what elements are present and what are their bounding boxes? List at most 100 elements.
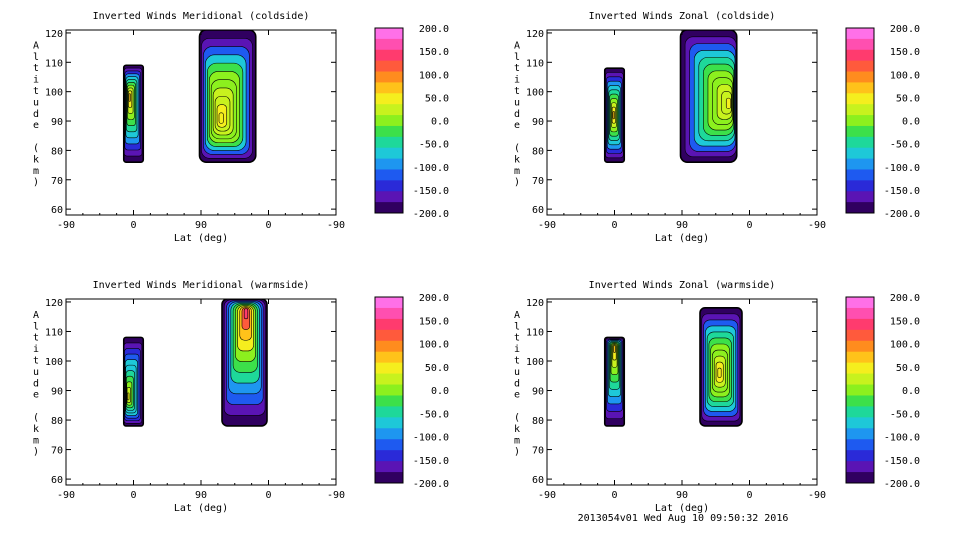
- colorbar-swatch: [846, 384, 874, 396]
- contour-field: [122, 299, 268, 427]
- y-tick-label: 80: [51, 416, 63, 427]
- contour-level-2-10: [717, 367, 722, 378]
- colorbar-swatch: [375, 340, 403, 353]
- colorbar-tick-label: -200.0: [884, 479, 920, 490]
- colorbar-tick-label: -150.0: [413, 456, 449, 467]
- y-axis-label-char: l: [514, 52, 520, 63]
- colorbar-swatch: [375, 158, 403, 170]
- colorbar-swatch: [846, 125, 874, 138]
- colorbar-tick-label: 50.0: [425, 363, 449, 374]
- colorbar-swatch: [375, 180, 403, 192]
- y-axis-label-char: ): [33, 177, 39, 188]
- contour-level-2-10: [725, 97, 732, 109]
- colorbar-swatch: [846, 318, 874, 331]
- x-tick-label: 90: [676, 220, 688, 231]
- chart-panel-1: Inverted Winds Meridional (coldside) -90 0…: [33, 11, 449, 244]
- y-axis-label-char: e: [33, 120, 39, 131]
- colorbar-swatch: [375, 191, 403, 203]
- colorbar-swatch: [846, 136, 874, 149]
- y-axis-label-char: d: [514, 109, 520, 120]
- y-tick-label: 70: [51, 176, 63, 187]
- y-tick-label: 90: [532, 117, 544, 128]
- colorbar-swatch: [846, 71, 874, 83]
- colorbar-tick-label: -50.0: [419, 409, 449, 420]
- y-tick-label: 120: [45, 29, 63, 40]
- y-tick-label: 110: [45, 327, 63, 338]
- y-axis-label-char: i: [514, 75, 520, 86]
- colorbar-tick-label: -200.0: [413, 479, 449, 490]
- x-tick-label: 0: [746, 220, 752, 231]
- y-axis-label-char: t: [33, 333, 39, 344]
- x-tick-label: 90: [676, 490, 688, 501]
- y-tick-label: 90: [51, 387, 63, 398]
- colorbar-swatch: [846, 180, 874, 192]
- contour-field: [603, 30, 738, 163]
- y-axis-label-char: t: [33, 63, 39, 74]
- y-axis-label-char: t: [514, 63, 520, 74]
- x-tick-label: 90: [195, 490, 207, 501]
- colorbar-swatch: [846, 395, 874, 407]
- x-tick-label: 0: [265, 220, 271, 231]
- colorbar-frame: [845, 296, 875, 484]
- colorbar-swatch: [846, 158, 874, 170]
- plot-frame: [546, 298, 818, 486]
- colorbar: 200.0 150.0 100.0 50.0 0.0 -50.0 -100.0 -150.0 -…: [374, 24, 449, 220]
- colorbar-tick-label: -150.0: [884, 186, 920, 197]
- colorbar-tick-label: -150.0: [884, 456, 920, 467]
- y-tick-label: 60: [51, 475, 63, 486]
- y-axis-label-char: u: [33, 367, 39, 378]
- y-tick-label: 120: [45, 298, 63, 309]
- colorbar-swatch: [375, 318, 403, 331]
- contour-level-1-10: [612, 111, 615, 120]
- y-axis-label-char: k: [514, 154, 520, 165]
- y-axis-label-char: u: [33, 97, 39, 108]
- x-tick-label: -90: [808, 490, 826, 501]
- colorbar-swatch: [846, 38, 874, 51]
- colorbar-tick-label: -50.0: [890, 140, 920, 151]
- colorbar-swatch: [375, 115, 403, 127]
- y-axis-label-char: ): [514, 177, 520, 188]
- colorbar: 200.0 150.0 100.0 50.0 0.0 -50.0 -100.0 -150.0 -…: [374, 293, 449, 490]
- y-tick-label: 120: [526, 298, 544, 309]
- x-tick-label: -90: [327, 220, 345, 231]
- x-tick-label: 0: [130, 220, 136, 231]
- colorbar-tick-label: -100.0: [413, 163, 449, 174]
- colorbar-tick-label: 50.0: [425, 93, 449, 104]
- y-tick-label: 60: [532, 205, 544, 216]
- colorbar-tick-label: 150.0: [419, 47, 449, 58]
- colorbar-tick-label: -100.0: [884, 163, 920, 174]
- colorbar-swatch: [375, 450, 403, 462]
- colorbar-swatch: [375, 406, 403, 418]
- chart-title: Inverted Winds Zonal (warmside): [589, 280, 776, 291]
- colorbar-swatch: [846, 147, 874, 159]
- colorbar-swatch: [375, 307, 403, 320]
- y-tick-label: 60: [532, 475, 544, 486]
- x-axis-label: Lat (deg): [174, 233, 228, 244]
- y-axis-label-char: (: [33, 143, 39, 154]
- colorbar-tick-label: 0.0: [431, 117, 449, 128]
- x-tick-label: 0: [130, 490, 136, 501]
- y-axis-label-char: m: [514, 435, 520, 446]
- y-tick-label: 70: [51, 446, 63, 457]
- x-tick-label: 90: [195, 220, 207, 231]
- colorbar-tick-label: 200.0: [890, 24, 920, 35]
- colorbar-tick-label: 100.0: [419, 70, 449, 81]
- x-tick-label: -90: [57, 490, 75, 501]
- y-tick-label: 100: [45, 88, 63, 99]
- x-tick-label: 0: [611, 220, 617, 231]
- y-tick-label: 110: [45, 58, 63, 69]
- chart-panel-3: Inverted Winds Meridional (warmside) -90 0…: [33, 280, 449, 514]
- x-tick-label: -90: [538, 490, 556, 501]
- y-tick-label: 90: [532, 387, 544, 398]
- footer-timestamp: 2013054v01 Wed Aug 10 09:50:32 2016: [577, 513, 789, 524]
- colorbar-swatch: [846, 340, 874, 353]
- y-axis-label-char: (: [514, 413, 520, 424]
- colorbar-swatch: [375, 104, 403, 116]
- y-axis-label-char: u: [514, 367, 520, 378]
- colorbar: 200.0 150.0 100.0 50.0 0.0 -50.0 -100.0 -150.0 -…: [845, 293, 920, 490]
- colorbar-frame: [374, 27, 404, 214]
- colorbar-swatch: [846, 362, 874, 374]
- colorbar-tick-label: -200.0: [884, 209, 920, 220]
- y-tick-label: 80: [532, 146, 544, 157]
- colorbar-swatch: [846, 60, 874, 72]
